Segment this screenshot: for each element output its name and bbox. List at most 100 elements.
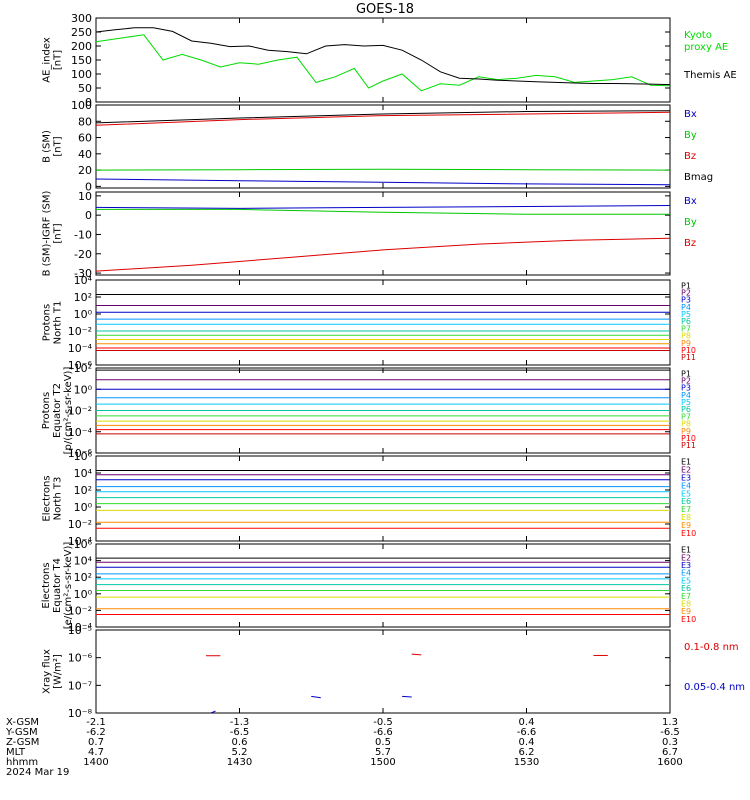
- plot-frame: [95, 191, 671, 276]
- y-tick-label: 10⁻²: [68, 604, 92, 617]
- legend-label: Bmag: [684, 172, 713, 183]
- legend-label: E4: [681, 481, 691, 490]
- y-tick-label: 150: [71, 54, 92, 67]
- legend-label: P9: [681, 339, 691, 348]
- legend-label: P10: [681, 434, 696, 443]
- series-line-by: [95, 168, 671, 171]
- x-row-value: 0.7: [88, 737, 104, 748]
- legend-label: P5: [681, 398, 691, 407]
- x-row-label: X-GSM: [6, 717, 39, 728]
- series-line-bmag: [95, 110, 671, 124]
- x-row-value: -2.1: [86, 717, 106, 728]
- legend-label: E7: [681, 592, 691, 601]
- y-tick-label: 10⁻²: [68, 405, 92, 418]
- x-row-value: 0.4: [519, 717, 535, 728]
- x-row-value: 0.5: [375, 737, 391, 748]
- y-tick-label: 10⁰: [74, 588, 93, 601]
- x-row-value: -0.5: [373, 717, 393, 728]
- y-tick-label: 10⁻⁵: [68, 624, 92, 637]
- x-row-label: Z-GSM: [6, 737, 39, 748]
- x-row-value: 1400: [83, 757, 108, 768]
- y-tick-label: 10⁻⁸: [68, 707, 93, 720]
- y-axis-label: North T1: [53, 301, 64, 345]
- legend-label: P7: [681, 412, 691, 421]
- y-axis-label: [nT]: [53, 50, 64, 70]
- y-tick-label: -10: [74, 228, 92, 241]
- x-row-label: Y-GSM: [5, 727, 38, 738]
- series-line-bz: [95, 237, 671, 272]
- y-axis-label: AE_index: [42, 37, 53, 83]
- legend-label: P3: [681, 384, 691, 393]
- x-row-value: 1500: [370, 757, 395, 768]
- legend-label: E10: [681, 529, 696, 538]
- y-tick-label: 10⁻⁶: [68, 359, 93, 372]
- legend-label: 0.05-0.4 nm: [684, 682, 745, 693]
- legend-label: E5: [681, 489, 691, 498]
- x-row-value: 1430: [227, 757, 252, 768]
- legend-label: P8: [681, 332, 691, 341]
- y-tick-label: 10⁰: [74, 308, 93, 321]
- legend-label: P4: [681, 303, 691, 312]
- y-axis-label: [nT]: [53, 136, 64, 156]
- x-row-value: -6.5: [660, 727, 680, 738]
- plot-frame: [95, 17, 671, 103]
- legend-label: E1: [681, 458, 691, 467]
- legend-label: E6: [681, 497, 691, 506]
- legend-label: P2: [681, 288, 691, 297]
- y-tick-label: 60: [78, 132, 92, 145]
- series-line-bx: [95, 178, 671, 186]
- y-tick-label: 100: [71, 68, 92, 81]
- legend-label: P6: [681, 317, 691, 326]
- x-row-value: -6.6: [373, 727, 393, 738]
- y-tick-label: 10⁰: [74, 501, 93, 514]
- y-tick-label: -30: [74, 267, 92, 280]
- series-line-by: [96, 208, 670, 215]
- y-axis-label: [nT]: [53, 223, 64, 243]
- x-row-value: 1530: [514, 757, 539, 768]
- y-tick-label: 40: [78, 148, 92, 161]
- x-row-value: 4.7: [88, 747, 104, 758]
- legend-label: P11: [681, 353, 696, 362]
- x-row-value: -6.2: [86, 727, 106, 738]
- x-row-value: 0.6: [232, 737, 248, 748]
- legend-label: P10: [681, 346, 696, 355]
- panel-bigrf: -30 -20 -10 0 10 B (SM)-IGRF (SM) [nT] Bx By Bz: [42, 190, 697, 280]
- legend-label: E9: [681, 521, 691, 530]
- legend-label: Kyoto: [684, 30, 712, 41]
- y-tick-label: 0: [85, 209, 92, 222]
- y-tick-label: 20: [78, 164, 92, 177]
- y-tick-label: -20: [74, 248, 92, 261]
- x-row-value: 1.3: [662, 717, 678, 728]
- legend-label: E6: [681, 584, 691, 593]
- legend-label: P9: [681, 427, 691, 436]
- series-line-kyoto-proxy-ae: [95, 34, 671, 92]
- y-tick-label: 10⁶: [74, 450, 93, 463]
- y-tick-label: 10⁴: [74, 274, 93, 287]
- legend-label: P2: [681, 376, 691, 385]
- x-row-value: -6.5: [230, 727, 250, 738]
- y-tick-label: 10²: [74, 571, 92, 584]
- y-tick-label: 10⁻⁴: [68, 621, 93, 634]
- x-row-label: MLT: [6, 747, 26, 758]
- plot-frame: [95, 279, 671, 366]
- legend-label: 0.1-0.8 nm: [684, 642, 739, 653]
- legend-label: E7: [681, 505, 691, 514]
- legend-label: P8: [681, 420, 691, 429]
- y-axis-label: Equator T4: [52, 558, 63, 613]
- y-axis-label: [p/(cm²-s-sr-keV)]: [63, 367, 74, 455]
- y-axis-label: Equator T2: [52, 383, 63, 438]
- x-row-value: -6.6: [517, 727, 537, 738]
- y-tick-label: 10⁻⁴: [68, 342, 93, 355]
- legend-label: E10: [681, 615, 696, 624]
- y-tick-label: 10²: [74, 362, 92, 375]
- y-tick-label: 10⁻⁴: [68, 535, 93, 548]
- y-tick-label: 10: [78, 190, 92, 203]
- panel-protons_north: 10⁻⁶ 10⁻⁴ 10⁻² 10⁰ 10² 10⁴ Protons North T1 P1P2…: [42, 274, 697, 372]
- x-row-value: 5.7: [375, 747, 391, 758]
- y-tick-label: 10⁻²: [68, 325, 92, 338]
- legend-label: P3: [681, 296, 691, 305]
- y-tick-label: 10⁶: [74, 538, 93, 551]
- legend-label: P11: [681, 441, 696, 450]
- x-row-value: 1600: [657, 757, 682, 768]
